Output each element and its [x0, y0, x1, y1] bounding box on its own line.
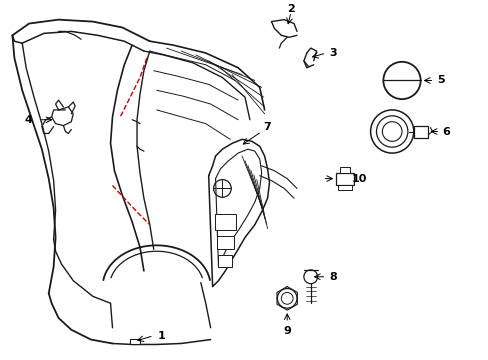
Text: 5: 5: [437, 76, 444, 85]
Text: 6: 6: [441, 126, 449, 136]
Bar: [214, 214, 236, 230]
Bar: [216, 235, 234, 249]
Text: 7: 7: [263, 122, 271, 132]
Bar: [338, 185, 351, 190]
Text: 10: 10: [351, 174, 367, 184]
Text: 8: 8: [329, 272, 337, 282]
Text: 2: 2: [286, 4, 294, 14]
Text: 3: 3: [329, 48, 336, 58]
Bar: [340, 167, 349, 173]
Text: 4: 4: [24, 115, 32, 125]
Bar: [217, 255, 232, 267]
Bar: [130, 338, 140, 345]
Bar: [413, 126, 427, 138]
Bar: [336, 173, 353, 185]
Text: 9: 9: [283, 326, 290, 336]
Text: 1: 1: [157, 330, 165, 341]
